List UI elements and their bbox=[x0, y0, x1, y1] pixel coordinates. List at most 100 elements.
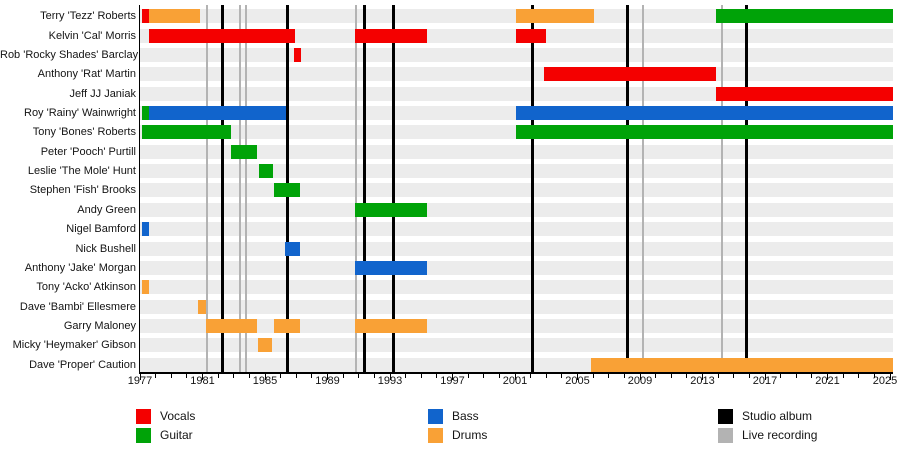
x-axis-minor-tick bbox=[655, 373, 657, 378]
x-axis-tick-label: 1977 bbox=[127, 375, 153, 387]
tenure-bar-guitar bbox=[259, 164, 273, 179]
tenure-bar-guitar bbox=[142, 125, 231, 140]
tenure-bar-drums bbox=[355, 318, 428, 333]
tenure-bar-vocals bbox=[294, 48, 301, 62]
legend-label-bass: Bass bbox=[452, 409, 479, 423]
x-axis-major-tick bbox=[764, 373, 766, 380]
member-label: Andy Green bbox=[77, 203, 136, 216]
x-axis-tick-label: 2001 bbox=[502, 375, 528, 387]
x-axis-minor-tick bbox=[780, 373, 782, 378]
live-recording-line bbox=[205, 5, 208, 372]
tenure-bar-bass bbox=[355, 260, 428, 275]
live-recording-line bbox=[720, 5, 723, 372]
x-axis-minor-tick bbox=[498, 373, 500, 378]
x-axis-major-tick bbox=[639, 373, 641, 380]
x-axis-minor-tick bbox=[670, 373, 672, 378]
x-axis-tick-label: 2005 bbox=[565, 375, 590, 387]
member-label: Anthony 'Jake' Morgan bbox=[24, 261, 136, 274]
tenure-bar-drums bbox=[515, 9, 595, 24]
x-axis-minor-tick bbox=[483, 373, 485, 378]
x-axis-minor-tick bbox=[248, 373, 250, 378]
x-axis-tick-label: 1989 bbox=[315, 375, 340, 387]
member-label: Tony 'Bones' Roberts bbox=[32, 126, 136, 139]
member-row-band bbox=[140, 222, 893, 237]
x-axis-minor-tick bbox=[545, 373, 547, 378]
member-label: Anthony 'Rat' Martin bbox=[37, 68, 136, 81]
x-axis-minor-tick bbox=[733, 373, 735, 378]
x-axis-minor-tick bbox=[748, 373, 750, 378]
member-label: Nigel Bamford bbox=[66, 223, 136, 236]
x-axis-minor-tick bbox=[311, 373, 313, 378]
x-axis-minor-tick bbox=[420, 373, 422, 378]
live-recording-line bbox=[239, 5, 242, 372]
member-label: Kelvin 'Cal' Morris bbox=[48, 29, 136, 42]
member-label: Micky 'Heymaker' Gibson bbox=[12, 339, 136, 352]
member-row-band bbox=[140, 67, 893, 82]
x-axis-minor-tick bbox=[280, 373, 282, 378]
x-axis-minor-tick bbox=[436, 373, 438, 378]
member-label: Rob 'Rocky Shades' Barclay bbox=[0, 49, 139, 61]
tenure-bar-guitar bbox=[230, 144, 258, 159]
legend-swatch-live_recording bbox=[718, 428, 733, 443]
x-axis-minor-tick bbox=[186, 373, 188, 378]
member-row-band bbox=[140, 183, 893, 198]
studio-album-line bbox=[626, 5, 629, 372]
x-axis-minor-tick bbox=[467, 373, 469, 378]
tenure-bar-drums bbox=[274, 318, 300, 333]
x-axis-minor-tick bbox=[858, 373, 860, 378]
tenure-bar-bass bbox=[515, 106, 893, 121]
x-axis-minor-tick bbox=[170, 373, 172, 378]
member-label: Leslie 'The Mole' Hunt bbox=[27, 165, 136, 178]
tenure-bar-drums bbox=[197, 299, 206, 314]
tenure-bar-guitar bbox=[715, 9, 893, 24]
member-row-band bbox=[140, 202, 893, 217]
tenure-bar-vocals bbox=[515, 28, 546, 43]
member-label: Tony 'Acko' Atkinson bbox=[36, 281, 136, 294]
member-label: Dave 'Bambi' Ellesmere bbox=[19, 300, 136, 313]
x-axis-tick-label: 2025 bbox=[872, 375, 898, 387]
x-axis-tick-label: 2013 bbox=[690, 375, 715, 387]
tenure-bar-vocals bbox=[142, 9, 150, 24]
tenure-bar-drums bbox=[149, 9, 200, 24]
studio-album-line bbox=[221, 5, 225, 372]
legend-swatch-studio_album bbox=[718, 409, 733, 424]
legend-swatch-drums bbox=[428, 428, 443, 443]
legend-label-vocals: Vocals bbox=[160, 409, 196, 423]
tenure-bar-vocals bbox=[544, 67, 716, 82]
x-axis-major-tick bbox=[577, 373, 578, 380]
legend-swatch-guitar bbox=[136, 428, 151, 443]
member-row-band bbox=[140, 280, 893, 295]
x-axis-minor-tick bbox=[795, 373, 797, 378]
x-axis-major-tick bbox=[702, 373, 703, 380]
x-axis-major-tick bbox=[264, 373, 266, 380]
tenure-bar-guitar bbox=[355, 202, 428, 217]
member-label: Garry Maloney bbox=[63, 319, 136, 332]
member-label: Roy 'Rainy' Wainwright bbox=[24, 107, 136, 120]
member-label: Nick Bushell bbox=[75, 242, 136, 255]
legend-label-live_recording: Live recording bbox=[742, 428, 818, 442]
x-axis-minor-tick bbox=[842, 373, 844, 378]
x-axis-minor-tick bbox=[592, 373, 594, 378]
studio-album-line bbox=[362, 5, 366, 372]
legend-label-drums: Drums bbox=[452, 428, 488, 442]
member-row-band bbox=[140, 260, 893, 275]
studio-album-line bbox=[391, 5, 395, 372]
member-row-band bbox=[140, 299, 893, 314]
member-row-band bbox=[140, 241, 893, 256]
tenure-bar-vocals bbox=[149, 28, 295, 43]
tenure-bar-bass bbox=[285, 241, 300, 256]
member-row-band bbox=[140, 48, 893, 62]
tenure-bar-guitar bbox=[274, 183, 300, 198]
member-row-band bbox=[140, 318, 893, 333]
x-axis-minor-tick bbox=[358, 373, 360, 378]
member-row-band bbox=[140, 86, 893, 101]
x-axis-tick-label: 1985 bbox=[252, 375, 278, 387]
x-axis-major-tick bbox=[327, 373, 328, 380]
x-axis-minor-tick bbox=[405, 373, 407, 378]
x-axis-minor-tick bbox=[717, 373, 719, 378]
x-axis-minor-tick bbox=[217, 373, 219, 378]
x-axis-major-tick bbox=[202, 373, 203, 380]
x-axis-minor-tick bbox=[811, 373, 813, 378]
y-axis bbox=[139, 5, 140, 372]
